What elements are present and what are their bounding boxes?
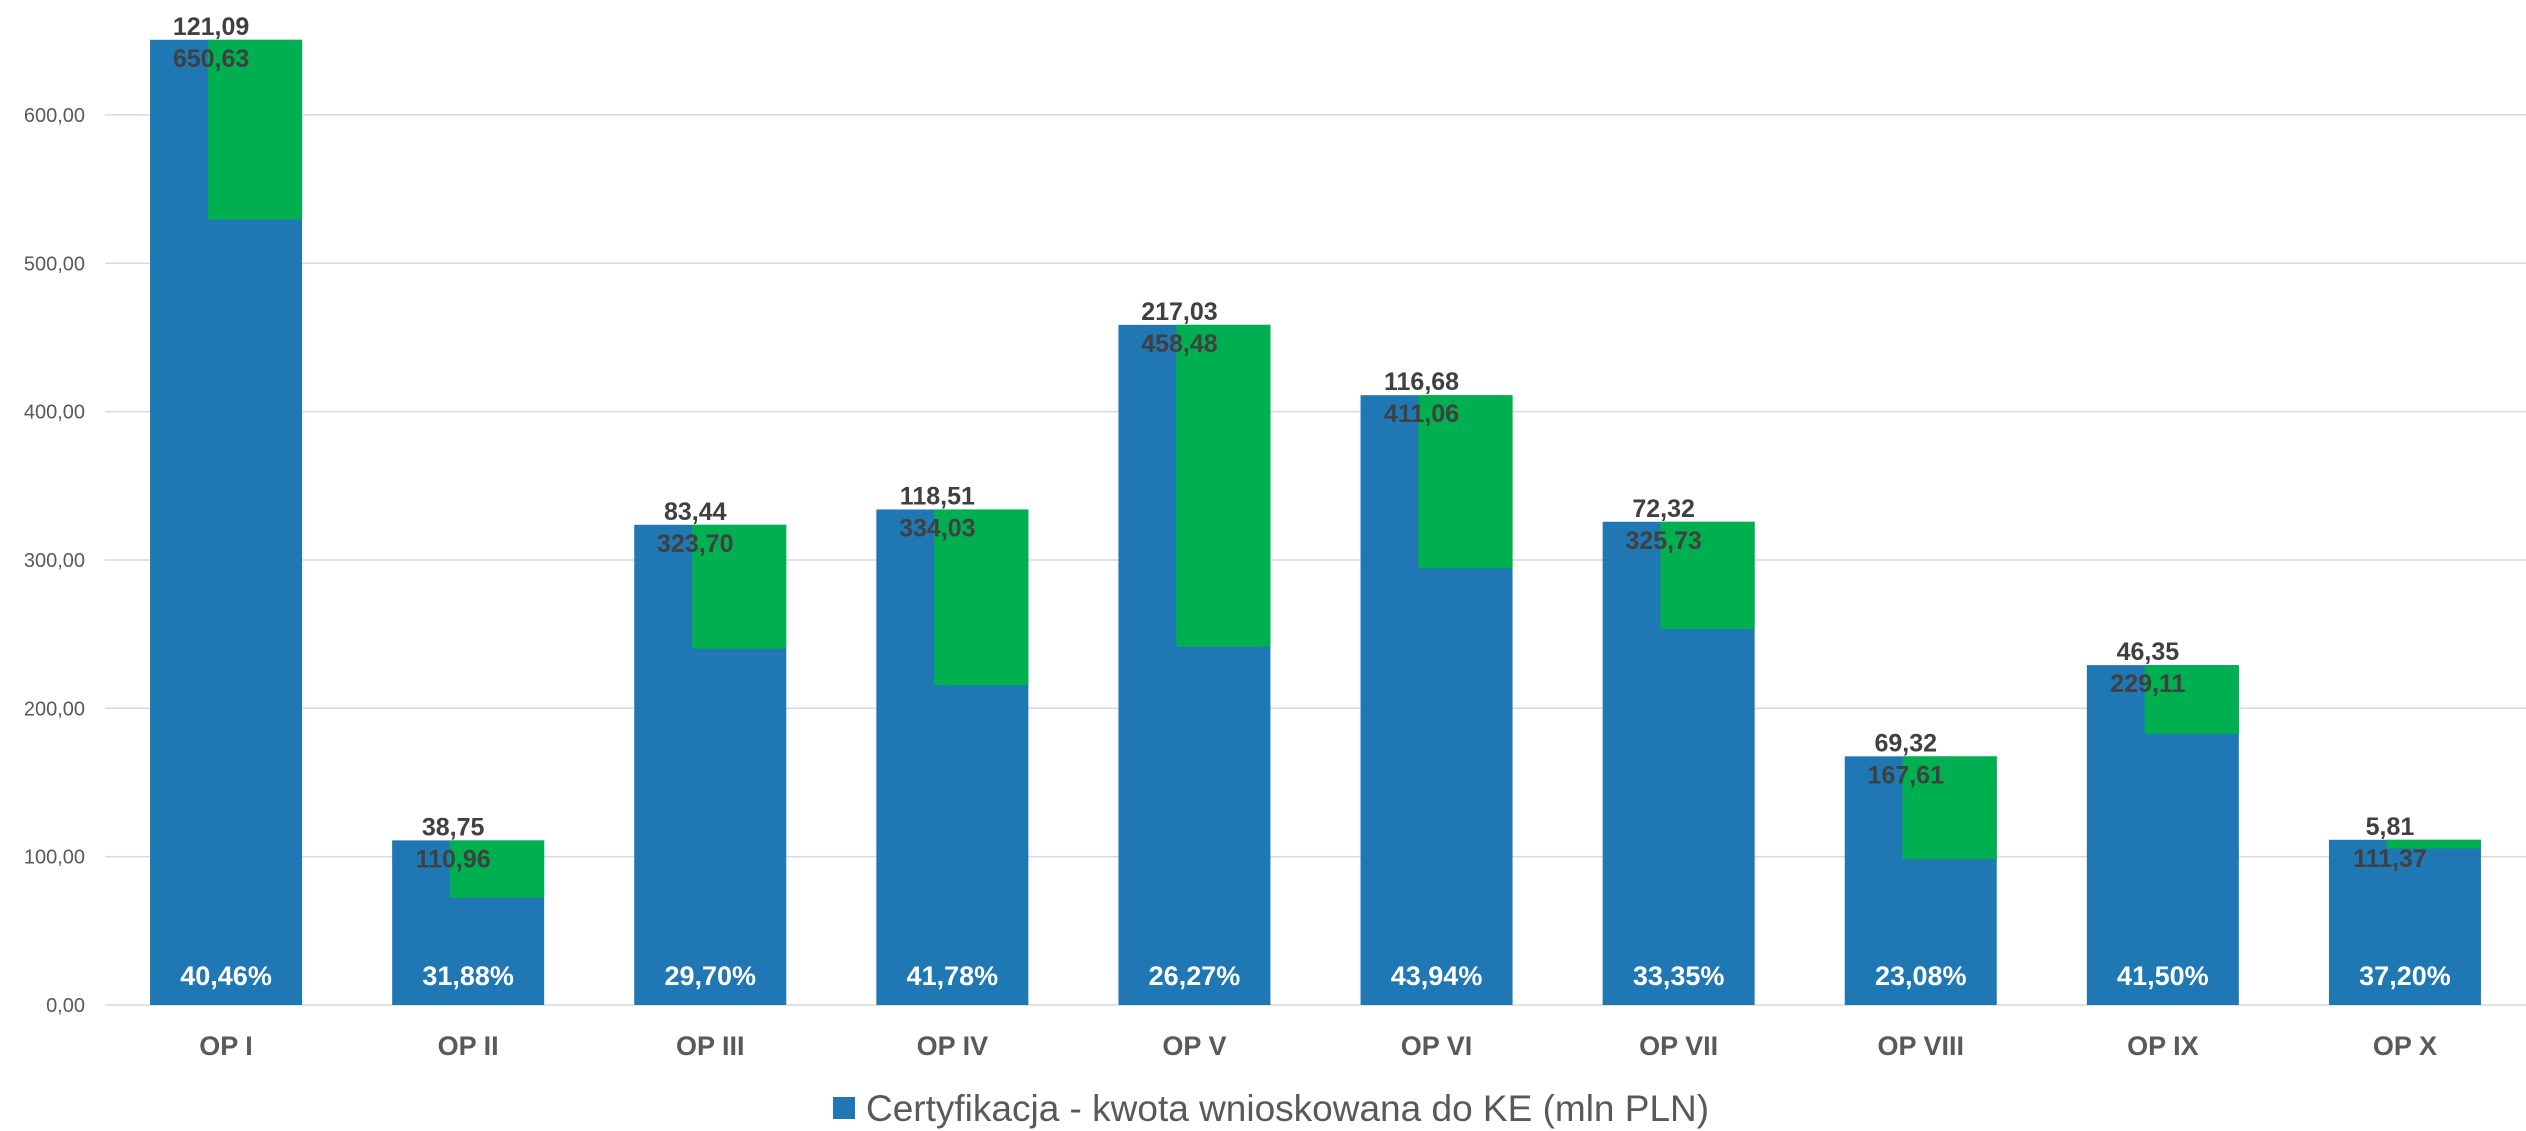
data-label-total: 458,48 — [1141, 330, 1218, 358]
x-tick-label: OP VI — [1401, 1031, 1473, 1061]
bar-segment-top — [2386, 839, 2481, 849]
data-labels: 121,09 650,63 40,46% 38,75 110,96 31,88% 83,44… — [173, 13, 2451, 991]
bars — [150, 39, 2481, 1005]
bar-total — [2328, 839, 2481, 1005]
bar-segment-top — [692, 524, 787, 649]
data-label-percent: 37,20% — [2359, 961, 2451, 991]
bar-segment-top — [449, 840, 545, 898]
legend-label: Certyfikacja - kwota wnioskowana do KE (… — [866, 1088, 1709, 1129]
x-tick-label: OP IV — [917, 1031, 989, 1061]
data-label-top: 72,32 — [1632, 495, 1695, 523]
data-label-top: 83,44 — [664, 498, 727, 526]
data-label-total: 323,70 — [657, 530, 733, 558]
data-label-total: 229,11 — [2110, 670, 2185, 698]
data-label-percent: 29,70% — [664, 961, 756, 991]
y-tick-label: 200,00 — [24, 698, 85, 720]
data-label-total: 110,96 — [416, 845, 491, 873]
data-label-percent: 41,78% — [907, 961, 999, 991]
y-tick-label: 500,00 — [24, 253, 85, 275]
bar-segment-top — [207, 39, 303, 220]
data-label-total: 411,06 — [1384, 400, 1459, 428]
data-label-total: 334,03 — [899, 514, 975, 542]
bar-segment-top — [2144, 665, 2239, 734]
x-tick-label: OP VIII — [1877, 1031, 1964, 1061]
data-label-top: 5,81 — [2366, 813, 2415, 841]
data-label-percent: 41,50% — [2117, 961, 2209, 991]
data-label-percent: 26,27% — [1149, 961, 1241, 991]
x-tick-label: OP II — [438, 1031, 499, 1061]
data-label-total: 650,63 — [173, 45, 249, 73]
y-axis: 0,00 100,00 200,00 300,00 400,00 500,00 600,00 — [24, 105, 85, 1017]
data-label-percent: 33,35% — [1633, 961, 1725, 991]
data-label-top: 69,32 — [1874, 729, 1937, 757]
y-tick-label: 600,00 — [24, 105, 85, 127]
x-tick-label: OP III — [676, 1031, 745, 1061]
data-label-top: 38,75 — [422, 813, 485, 841]
bar-segment-top — [1902, 756, 1997, 860]
data-label-total: 325,73 — [1625, 527, 1701, 555]
data-label-top: 217,03 — [1141, 298, 1217, 326]
x-tick-label: OP I — [199, 1031, 253, 1061]
x-tick-label: OP X — [2373, 1031, 2437, 1061]
y-tick-label: 100,00 — [24, 847, 85, 869]
data-label-total: 167,61 — [1868, 761, 1945, 789]
x-axis: OP I OP II OP III OP IV OP V OP VI OP VII OP VI… — [199, 1031, 2437, 1061]
legend: Certyfikacja - kwota wnioskowana do KE (… — [833, 1088, 1709, 1129]
y-tick-label: 400,00 — [24, 402, 85, 424]
x-tick-label: OP V — [1162, 1031, 1226, 1061]
bar-segment-top — [1660, 521, 1755, 630]
data-label-top: 118,51 — [900, 482, 975, 510]
legend-swatch — [833, 1097, 855, 1119]
bar-segment-top — [934, 509, 1029, 686]
data-label-percent: 23,08% — [1875, 961, 1967, 991]
data-label-top: 46,35 — [2117, 638, 2180, 666]
y-tick-label: 300,00 — [24, 550, 85, 572]
x-tick-label: OP IX — [2127, 1031, 2199, 1061]
data-label-total: 111,37 — [2353, 845, 2427, 873]
bar-segment-top — [1176, 324, 1271, 647]
y-tick-label: 0,00 — [46, 995, 85, 1017]
data-label-top: 116,68 — [1384, 368, 1459, 396]
data-label-percent: 31,88% — [422, 961, 514, 991]
data-label-percent: 40,46% — [180, 961, 272, 991]
bar-segment-top — [1418, 395, 1513, 569]
data-label-percent: 43,94% — [1391, 961, 1483, 991]
data-label-top: 121,09 — [173, 13, 249, 41]
x-tick-label: OP VII — [1639, 1031, 1718, 1061]
